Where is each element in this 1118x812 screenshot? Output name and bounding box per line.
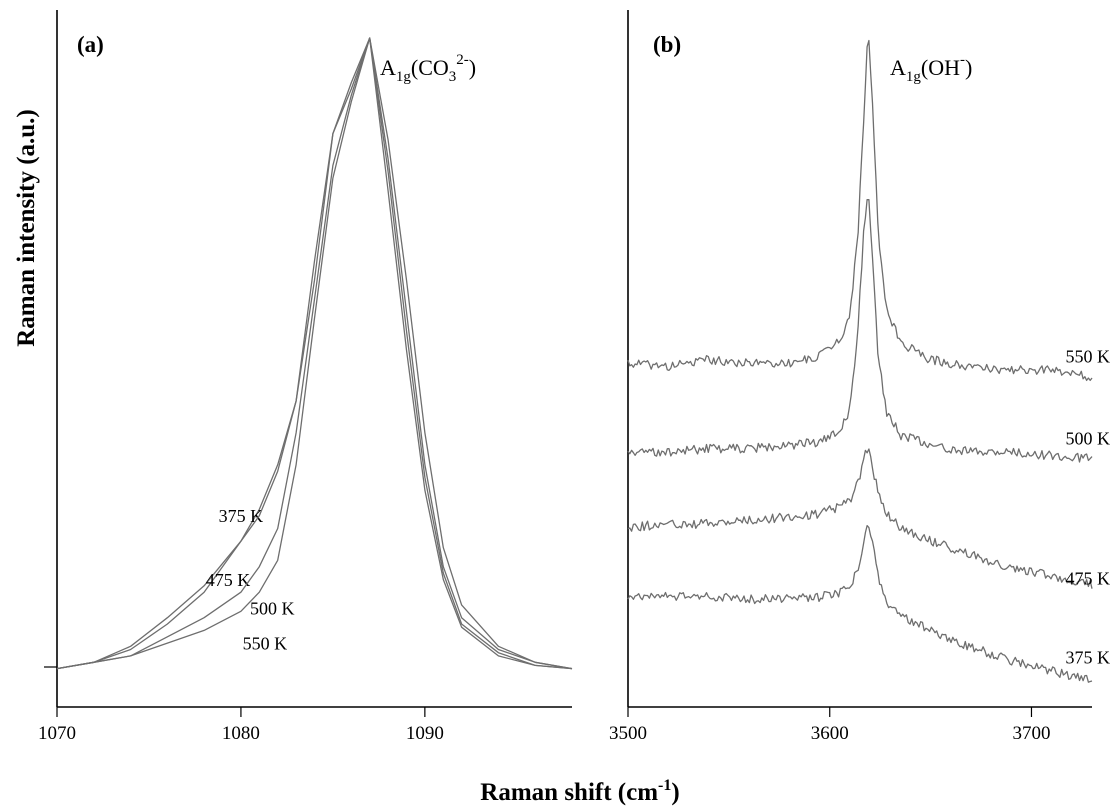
panel-b-series-label-550-K: 550 K (1066, 346, 1111, 366)
panel-a-x-tick-label-1090: 1090 (406, 723, 444, 744)
panel-b: 3500 3600 3700 550 K 500 K 475 K 375 K (b) A1… (609, 10, 1110, 744)
panel-a-series-label-375-K: 375 K (219, 506, 264, 526)
panel-b-x-tick-label-3700: 3700 (1012, 723, 1050, 744)
x-axis-title: Raman shift (cm-1) (480, 777, 679, 806)
panel-a-x-tick-label-1080: 1080 (222, 723, 260, 744)
y-axis-title: Raman intensity (a.u.) (13, 109, 40, 347)
panel-b-x-ticks: 3500 3600 3700 (609, 707, 1050, 744)
panel-a: 1070 1080 1090 375 K 475 K 500 K 550 K (a) A1… (38, 10, 573, 744)
panel-b-series-550-K (627, 39, 1093, 382)
panel-a-series-label-475-K: 475 K (206, 570, 251, 590)
panel-a-series-550-K (56, 37, 573, 670)
panel-a-series-label-500-K: 500 K (250, 598, 295, 618)
panel-b-series-label-375-K: 375 K (1066, 647, 1111, 667)
panel-a-series: 375 K 475 K 500 K 550 K (56, 37, 573, 670)
panel-b-series-475-K (627, 448, 1093, 589)
panel-a-x-ticks: 1070 1080 1090 (38, 707, 444, 744)
panel-a-series-label-550-K: 550 K (243, 634, 288, 654)
panel-b-peak-label: A1g(OH-) (890, 52, 972, 85)
panel-b-series: 550 K 500 K 475 K 375 K (627, 39, 1111, 683)
panel-b-x-tick-label-3600: 3600 (811, 723, 849, 744)
panel-b-label: (b) (653, 32, 681, 57)
panel-a-series-375-K (56, 37, 573, 670)
panel-b-series-375-K (627, 524, 1093, 683)
panel-b-series-500-K (627, 198, 1093, 463)
panel-b-series-label-475-K: 475 K (1066, 569, 1111, 589)
panel-a-series-475-K (56, 37, 573, 670)
panel-b-series-label-500-K: 500 K (1066, 428, 1111, 448)
panel-a-series-500-K (56, 37, 573, 670)
panel-a-x-tick-label-1070: 1070 (38, 723, 76, 744)
panel-a-label: (a) (77, 32, 104, 57)
panel-a-peak-label: A1g(CO32-) (380, 52, 476, 85)
panel-b-x-tick-label-3500: 3500 (609, 723, 647, 744)
